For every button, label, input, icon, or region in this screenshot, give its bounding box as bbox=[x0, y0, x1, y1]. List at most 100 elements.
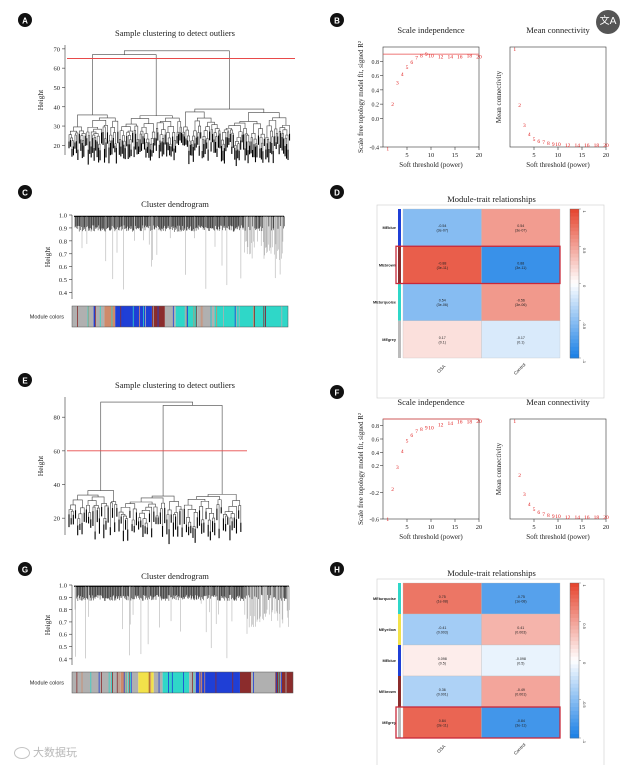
panel-title: Sample clustering to detect outliers bbox=[115, 380, 235, 390]
p-value: (0.1) bbox=[439, 340, 446, 344]
heatmap-cell bbox=[481, 320, 561, 359]
module-color-stripe bbox=[152, 306, 154, 327]
color-scale-step bbox=[570, 714, 579, 720]
power-point-label: 7 bbox=[542, 140, 545, 146]
y-tick-label: 1.0 bbox=[59, 583, 67, 590]
color-scale-step bbox=[570, 283, 579, 288]
dendrogram-branch bbox=[167, 509, 172, 515]
dendrogram-branch bbox=[161, 138, 165, 143]
correlation-value: 0.36 bbox=[439, 688, 446, 692]
dendrogram-branch bbox=[247, 141, 250, 151]
dendrogram-branch bbox=[222, 132, 227, 141]
p-value: (3e-11) bbox=[437, 266, 448, 270]
module-color-strip bbox=[398, 645, 401, 676]
power-point-label: 7 bbox=[415, 429, 418, 435]
dendrogram-branch bbox=[259, 137, 263, 149]
trait-column-label: OSA bbox=[436, 364, 446, 374]
p-value: (1e-08) bbox=[515, 600, 527, 604]
power-point-label: 12 bbox=[565, 143, 571, 149]
panel-title: Mean connectivity bbox=[526, 397, 590, 407]
y-tick-label: 0.6 bbox=[372, 438, 380, 444]
module-color-stripe bbox=[76, 672, 78, 693]
color-scale-step bbox=[570, 668, 579, 673]
color-scale-step bbox=[570, 302, 579, 307]
power-point-label: 20 bbox=[603, 515, 609, 521]
power-point-label: 20 bbox=[603, 143, 609, 149]
color-scale-step bbox=[570, 350, 579, 355]
power-point-label: 2 bbox=[391, 487, 394, 493]
correlation-value: 0.88 bbox=[517, 261, 524, 265]
y-axis-label: Height bbox=[43, 614, 52, 635]
module-color-stripe bbox=[145, 306, 146, 327]
dendrogram-branch bbox=[88, 512, 92, 520]
color-scale-label: -0.5 bbox=[582, 701, 587, 709]
module-color-stripe bbox=[183, 672, 184, 693]
watermark-text: 大数据玩 bbox=[33, 746, 77, 759]
dendrogram-branch bbox=[185, 111, 205, 127]
color-scale-step bbox=[570, 276, 579, 281]
color-scale-label: -1 bbox=[582, 740, 587, 744]
color-scale-step bbox=[570, 679, 579, 685]
dendrogram-branch bbox=[169, 143, 172, 147]
y-axis-label: Height bbox=[43, 246, 52, 267]
color-scale-step bbox=[570, 617, 579, 623]
dendrogram-branch bbox=[278, 131, 281, 145]
y-axis-label: Height bbox=[36, 89, 45, 110]
x-axis-label: Soft threshold (power) bbox=[399, 533, 463, 541]
y-tick-label: 20 bbox=[54, 143, 61, 150]
heatmap-cell bbox=[481, 613, 561, 646]
x-tick-label: 20 bbox=[476, 152, 483, 159]
dendrogram-branch bbox=[266, 125, 272, 138]
module-color-stripe bbox=[171, 672, 173, 693]
dendrogram-branch bbox=[169, 501, 179, 510]
panel-a: A Sample clustering to detect outliers 20 3… bbox=[18, 13, 295, 167]
color-scale-step bbox=[570, 633, 579, 638]
module-color-strip bbox=[398, 320, 401, 358]
dendrogram-branch bbox=[73, 126, 82, 132]
dendrogram-branch bbox=[285, 134, 289, 150]
dendrogram-branch bbox=[274, 128, 278, 137]
color-scale-step bbox=[570, 691, 579, 696]
module-color-strip bbox=[398, 676, 401, 707]
module-color-stripe bbox=[125, 672, 127, 693]
color-scale-step bbox=[570, 672, 579, 677]
p-value: (1e-08) bbox=[436, 600, 448, 604]
dendrogram-branch bbox=[101, 503, 107, 507]
dendrogram-branch bbox=[186, 517, 191, 525]
y-axis-label: Mean connectivity bbox=[495, 70, 503, 123]
heatmap-cell bbox=[402, 613, 482, 646]
module-color-stripe bbox=[120, 306, 122, 327]
dendrogram-branch bbox=[268, 120, 277, 129]
y-tick-label: 0.6 bbox=[59, 632, 68, 639]
dendrogram-branch bbox=[77, 494, 99, 500]
panel-title: Cluster dendrogram bbox=[141, 571, 209, 581]
dendrogram-branch bbox=[87, 126, 98, 132]
x-tick-label: 15 bbox=[579, 524, 586, 531]
dendrogram-branch bbox=[161, 129, 166, 135]
panel-letter-badge bbox=[18, 562, 32, 576]
power-point-label: 4 bbox=[528, 502, 531, 508]
color-scale-step bbox=[570, 722, 579, 727]
p-value: (3e-07) bbox=[515, 229, 527, 233]
module-color-segment bbox=[214, 306, 288, 327]
module-color-stripe bbox=[202, 306, 204, 327]
color-scale-step bbox=[570, 641, 579, 646]
module-bar-frame bbox=[71, 671, 294, 694]
color-scale-step bbox=[570, 602, 579, 607]
dendrogram-branch bbox=[200, 500, 210, 509]
dendrogram-branch bbox=[224, 511, 233, 515]
x-tick-label: 15 bbox=[452, 524, 459, 531]
x-axis-label: Soft threshold (power) bbox=[399, 161, 463, 169]
dendrogram-branch bbox=[238, 131, 243, 138]
color-scale-step bbox=[570, 590, 579, 596]
module-color-segment bbox=[162, 672, 190, 693]
dendrogram-branch bbox=[138, 517, 142, 522]
correlation-value: -0.17 bbox=[517, 336, 525, 340]
color-scale-step bbox=[570, 683, 579, 689]
dendrogram-branch bbox=[213, 132, 217, 140]
module-color-strip bbox=[398, 209, 401, 247]
translate-button[interactable]: 文A bbox=[596, 10, 620, 34]
module-color-stripe bbox=[216, 306, 218, 327]
color-scale-step bbox=[570, 645, 579, 650]
